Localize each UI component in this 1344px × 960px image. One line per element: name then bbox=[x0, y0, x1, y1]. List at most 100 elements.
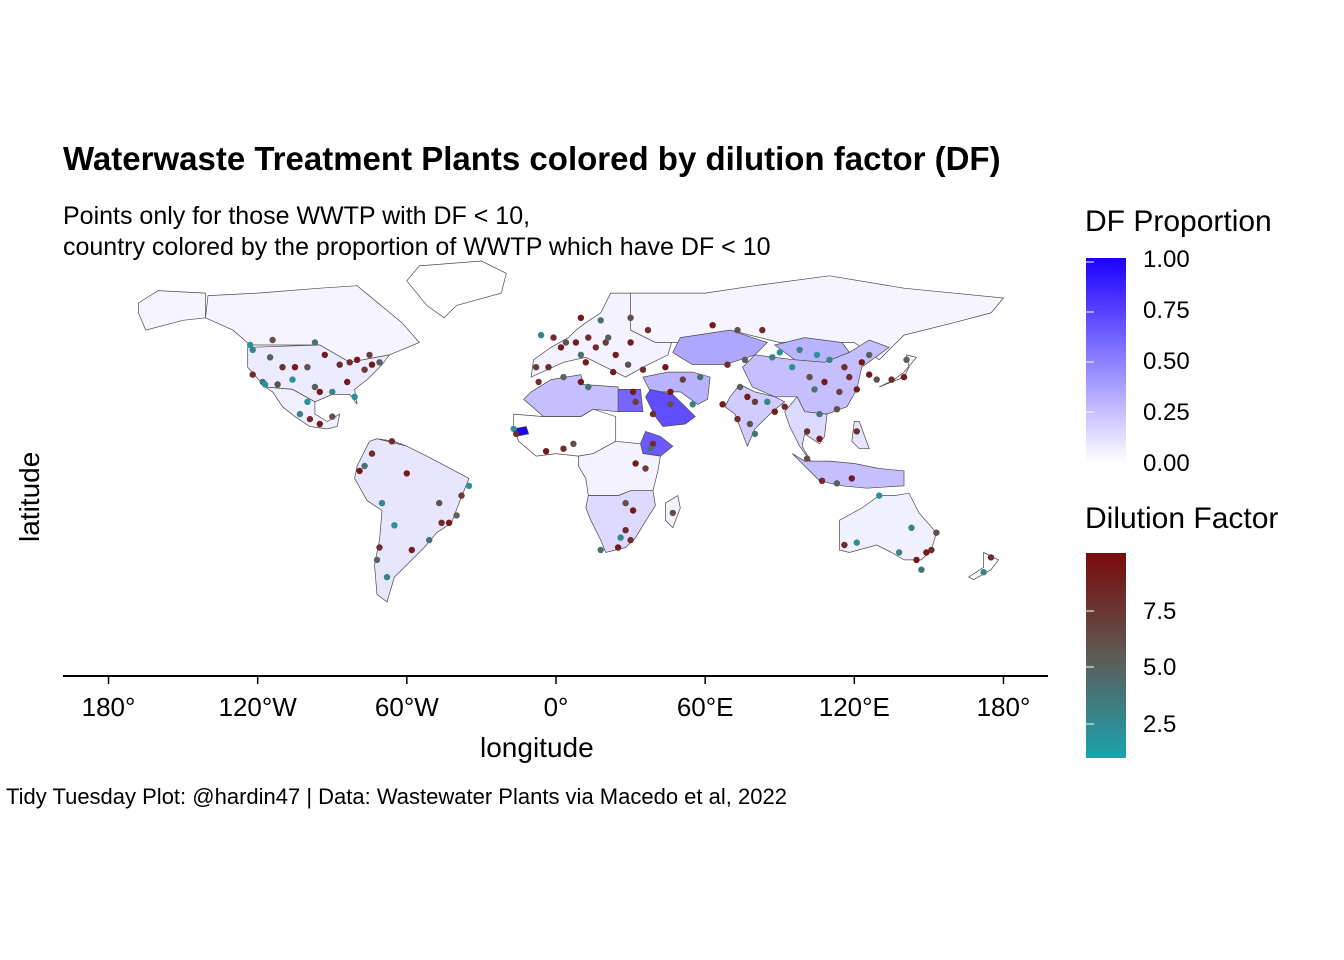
wwtp-point bbox=[818, 477, 826, 484]
wwtp-point bbox=[537, 331, 545, 339]
wwtp-point bbox=[627, 536, 634, 544]
wwtp-point bbox=[306, 415, 314, 423]
wwtp-point bbox=[266, 354, 274, 361]
wwtp-point bbox=[614, 544, 622, 551]
wwtp-point bbox=[751, 398, 759, 405]
wwtp-point bbox=[562, 339, 570, 346]
country-shape bbox=[264, 386, 341, 430]
wwtp-point bbox=[376, 359, 383, 366]
wwtp-point bbox=[346, 359, 353, 366]
wwtp-point bbox=[336, 361, 343, 368]
wwtp-point bbox=[826, 356, 833, 363]
country-shape bbox=[879, 354, 918, 388]
wwtp-point bbox=[304, 364, 311, 371]
wwtp-point bbox=[274, 381, 281, 388]
wwtp-point bbox=[644, 326, 652, 334]
wwtp-point bbox=[789, 364, 796, 371]
wwtp-point bbox=[560, 373, 567, 381]
wwtp-point bbox=[560, 445, 567, 452]
wwtp-point bbox=[622, 499, 629, 507]
wwtp-point bbox=[627, 339, 634, 346]
wwtp-point bbox=[436, 499, 443, 507]
wwtp-point bbox=[627, 314, 634, 321]
y-axis-label: latitude bbox=[14, 451, 45, 542]
wwtp-point bbox=[513, 430, 520, 438]
wwtp-point bbox=[736, 383, 744, 391]
wwtp-point bbox=[821, 378, 828, 386]
wwtp-point bbox=[776, 349, 783, 356]
wwtp-point bbox=[853, 539, 860, 546]
wwtp-point bbox=[734, 415, 741, 423]
wwtp-point bbox=[662, 364, 669, 371]
wwtp-point bbox=[744, 393, 751, 400]
wwtp-point bbox=[269, 336, 276, 344]
wwtp-point-layer bbox=[247, 314, 995, 581]
wwtp-point bbox=[368, 361, 376, 368]
country-shape bbox=[742, 339, 890, 415]
fill-legend-title: DF Proportion bbox=[1085, 205, 1272, 238]
wwtp-point bbox=[453, 512, 460, 519]
wwtp-point bbox=[888, 376, 895, 383]
wwtp-point bbox=[913, 556, 920, 564]
wwtp-point bbox=[647, 445, 654, 452]
wwtp-point bbox=[803, 428, 811, 435]
wwtp-point bbox=[532, 364, 540, 371]
wwtp-point bbox=[550, 334, 557, 341]
wwtp-point bbox=[426, 536, 433, 544]
wwtp-point bbox=[577, 351, 585, 359]
wwtp-point bbox=[249, 371, 256, 378]
wwtp-point bbox=[612, 351, 619, 359]
country-shape bbox=[354, 438, 470, 603]
wwtp-point bbox=[316, 388, 323, 396]
wwtp-point bbox=[344, 378, 351, 386]
wwtp-point bbox=[535, 378, 542, 386]
wwtp-point bbox=[388, 438, 396, 445]
wwtp-point bbox=[816, 410, 823, 418]
wwtp-point bbox=[781, 403, 788, 410]
wwtp-point bbox=[866, 371, 873, 378]
wwtp-point bbox=[605, 334, 612, 341]
wwtp-point bbox=[383, 573, 391, 581]
wwtp-point bbox=[570, 440, 577, 447]
wwtp-point bbox=[876, 492, 883, 499]
wwtp-point bbox=[465, 482, 473, 489]
wwtp-point bbox=[853, 386, 860, 393]
wwtp-point bbox=[813, 351, 821, 359]
wwtp-point bbox=[321, 351, 328, 359]
wwtp-point bbox=[806, 373, 813, 381]
country-shape bbox=[406, 260, 507, 319]
wwtp-point bbox=[833, 480, 841, 487]
wwtp-point bbox=[585, 383, 592, 391]
country-shape bbox=[630, 275, 1005, 361]
wwtp-point bbox=[296, 410, 304, 418]
wwtp-point bbox=[403, 470, 410, 477]
wwtp-point bbox=[669, 509, 676, 517]
wwtp-point bbox=[289, 376, 296, 383]
x-axis-label: longitude bbox=[480, 732, 594, 763]
wwtp-point bbox=[311, 339, 319, 346]
wwtp-point bbox=[734, 326, 741, 334]
wwtp-point bbox=[408, 546, 415, 554]
wwtp-point bbox=[866, 351, 873, 359]
wwtp-point bbox=[585, 334, 592, 341]
chart-caption: Tidy Tuesday Plot: @hardin47 | Data: Was… bbox=[6, 784, 787, 809]
wwtp-point bbox=[858, 359, 865, 366]
country-shape bbox=[645, 389, 696, 427]
wwtp-point bbox=[632, 460, 639, 467]
wwtp-point bbox=[438, 519, 445, 526]
wwtp-point bbox=[376, 544, 383, 551]
wwtp-point bbox=[602, 339, 609, 346]
wwtp-point bbox=[667, 401, 674, 408]
wwtp-point bbox=[980, 569, 987, 576]
x-axis-tick-label: 60°W bbox=[375, 692, 439, 722]
wwtp-point bbox=[796, 346, 803, 354]
wwtp-point bbox=[816, 435, 823, 442]
wwtp-point bbox=[933, 529, 940, 536]
wwtp-point bbox=[928, 546, 935, 554]
fill-legend-tick: 1.00 bbox=[1143, 246, 1190, 273]
wwtp-point bbox=[622, 527, 629, 534]
wwtp-point bbox=[836, 388, 843, 396]
wwtp-point bbox=[378, 499, 386, 507]
wwtp-point bbox=[617, 534, 624, 541]
